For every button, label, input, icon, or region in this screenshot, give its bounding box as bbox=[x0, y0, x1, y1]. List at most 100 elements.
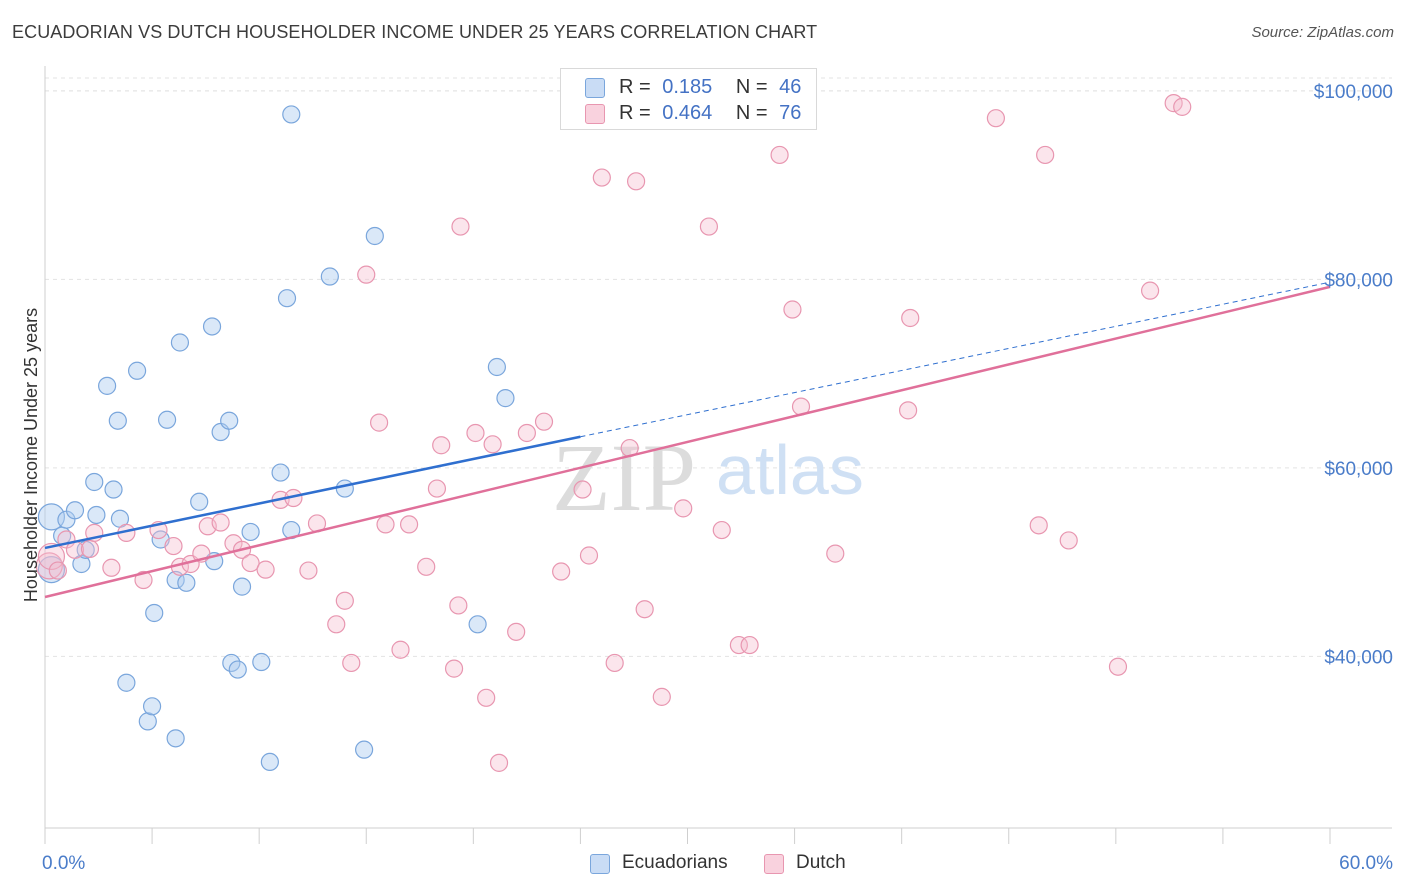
axes bbox=[44, 66, 1392, 844]
legend-n-value: 46 bbox=[779, 76, 802, 98]
dutch-point bbox=[1059, 531, 1078, 550]
ecuadorian-point bbox=[98, 376, 117, 395]
dutch-point bbox=[80, 539, 100, 559]
dutch-point bbox=[592, 168, 611, 187]
dutch-point bbox=[579, 546, 599, 565]
chart-title: ECUADORIAN VS DUTCH HOUSEHOLDER INCOME U… bbox=[12, 22, 818, 42]
y-tick-label: $100,000 bbox=[1314, 82, 1393, 103]
dutch-point bbox=[427, 479, 447, 498]
legend-r-label: R = bbox=[619, 102, 651, 124]
dutch-point bbox=[626, 172, 646, 191]
ecuadorian-point bbox=[142, 697, 162, 716]
ecuadorian-point bbox=[117, 673, 136, 692]
dutch-point bbox=[674, 499, 693, 518]
dutch-point bbox=[1108, 657, 1128, 676]
ecuadorian-point bbox=[320, 267, 339, 286]
y-tick-label: $40,000 bbox=[1324, 647, 1393, 668]
dutch-point bbox=[449, 596, 468, 615]
data-points bbox=[35, 85, 1192, 772]
trend-lines bbox=[44, 281, 1331, 599]
ecuadorian-point bbox=[166, 729, 185, 748]
dutch-point bbox=[635, 600, 654, 619]
dutch-point bbox=[102, 558, 121, 577]
ecuadorian-point bbox=[202, 317, 222, 336]
legend-swatch-dutch bbox=[764, 854, 784, 874]
dutch-point bbox=[417, 557, 436, 576]
dutch-point bbox=[507, 622, 526, 641]
ecuadorian-point bbox=[232, 577, 252, 596]
ecuadorian-point bbox=[104, 480, 123, 499]
dutch-point bbox=[399, 515, 419, 534]
ecuadorian-point bbox=[190, 492, 209, 511]
dutch-point bbox=[898, 401, 918, 420]
dutch-point bbox=[986, 109, 1006, 128]
dutch-point bbox=[573, 480, 592, 499]
legend-r-value: 0.464 bbox=[662, 102, 713, 124]
ecuadorian-point bbox=[260, 752, 279, 772]
legend-label-dutch: Dutch bbox=[796, 852, 846, 873]
ecuadorian-point bbox=[177, 573, 196, 592]
dutch-point bbox=[357, 265, 376, 284]
y-axis-label: Householder Income Under 25 years bbox=[21, 308, 41, 602]
dutch-trend-line bbox=[44, 285, 1331, 599]
dutch-point bbox=[164, 536, 183, 556]
ecuadorian-point bbox=[355, 740, 374, 759]
ecuadorian-point bbox=[65, 501, 85, 520]
dutch-point bbox=[48, 561, 67, 580]
watermark-atlas: atlas bbox=[716, 431, 864, 509]
legend-n-value: 76 bbox=[779, 102, 802, 124]
ecuadorian-point bbox=[365, 226, 384, 246]
legend-r-value: 0.185 bbox=[662, 76, 713, 98]
ecuadorian-trend-extension bbox=[580, 281, 1331, 438]
legend-swatch-ecuadorians bbox=[590, 854, 610, 874]
ecuadorian-point bbox=[145, 603, 164, 623]
dutch-point bbox=[1173, 97, 1192, 116]
dutch-point bbox=[35, 552, 63, 580]
legend-label-ecuadorians: Ecuadorians bbox=[622, 852, 728, 873]
watermark: ZIP atlas bbox=[552, 424, 864, 531]
dutch-point bbox=[1029, 516, 1048, 535]
dutch-point bbox=[477, 688, 496, 707]
dutch-point bbox=[256, 560, 275, 579]
dutch-point bbox=[605, 653, 624, 673]
dutch-point bbox=[783, 300, 802, 319]
dutch-point bbox=[489, 753, 509, 772]
legend-swatch-ecuadorians bbox=[585, 78, 605, 98]
x-tick-label: 60.0% bbox=[1339, 853, 1393, 874]
ecuadorian-point bbox=[37, 503, 66, 531]
dutch-point bbox=[1164, 94, 1183, 113]
dutch-point bbox=[466, 423, 485, 443]
ecuadorian-point bbox=[271, 463, 290, 482]
ecuadorian-point bbox=[87, 505, 106, 525]
ecuadorian-point bbox=[108, 411, 127, 430]
legend-n-label: N = bbox=[735, 76, 768, 98]
dutch-point bbox=[652, 687, 671, 706]
dutch-point bbox=[391, 640, 410, 659]
dutch-point bbox=[451, 217, 470, 236]
ecuadorian-point bbox=[138, 712, 157, 731]
ecuadorian-point bbox=[282, 105, 301, 124]
ecuadorian-trend-line bbox=[44, 435, 581, 550]
source-credit: Source: ZipAtlas.com bbox=[1251, 24, 1394, 41]
tick-labels: $40,000 $60,000 $80,000 $100,000 0.0% 60.0% bbox=[42, 82, 1393, 874]
dutch-point bbox=[729, 635, 749, 655]
ecuadorian-point bbox=[252, 652, 271, 672]
legend-swatch-dutch bbox=[585, 104, 605, 124]
ecuadorian-point bbox=[241, 522, 260, 542]
y-tick-label: $80,000 bbox=[1324, 270, 1393, 291]
legend-n-label: N = bbox=[735, 102, 768, 124]
watermark-zip: ZIP bbox=[552, 424, 696, 531]
dutch-point bbox=[211, 513, 230, 532]
ecuadorian-point bbox=[487, 357, 506, 377]
dutch-point bbox=[342, 653, 361, 673]
dutch-point bbox=[901, 308, 920, 328]
stats-legend: R = 0.185 N = 46 R = 0.464 N = 76 bbox=[560, 68, 817, 130]
dutch-point bbox=[770, 145, 789, 165]
dutch-point bbox=[534, 412, 554, 431]
dutch-point bbox=[134, 570, 153, 590]
ecuadorian-point bbox=[228, 660, 247, 679]
x-tick-label: 0.0% bbox=[42, 853, 85, 874]
dutch-point bbox=[444, 659, 464, 678]
ecuadorian-point bbox=[496, 389, 515, 408]
